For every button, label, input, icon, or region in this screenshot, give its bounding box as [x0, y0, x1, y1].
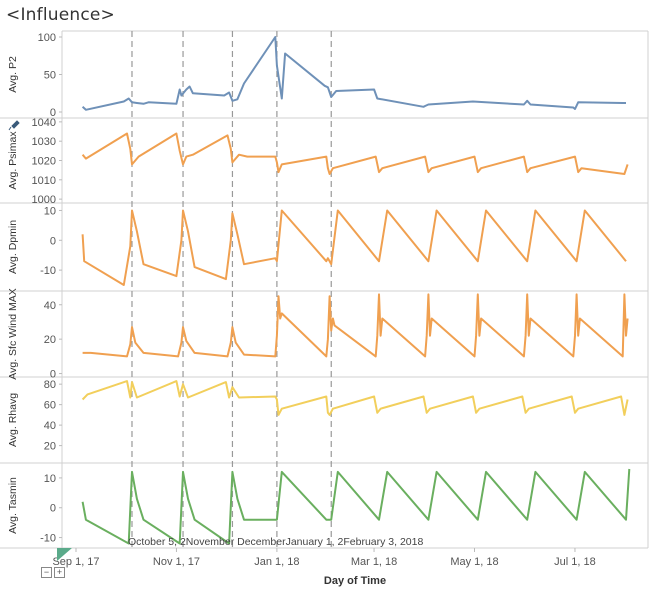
- y-tick-label: 1040: [32, 117, 56, 129]
- series-line: [81, 132, 629, 175]
- x-tick-label: Jan 1, 18: [254, 556, 299, 568]
- chart-title: <Influence>: [6, 5, 115, 25]
- series-line: [82, 293, 629, 358]
- panel-6: Avg. Tasmin -10 0 10: [7, 468, 631, 545]
- y-tick-label: 1020: [32, 156, 56, 168]
- x-tick-label: Nov 1, 17: [153, 556, 200, 568]
- x-tick-label: May 1, 18: [450, 556, 498, 568]
- x-tick-label: Mar 1, 18: [351, 556, 397, 568]
- y-tick-label: 20: [44, 441, 56, 453]
- panel-4: Avg. Sfc Wind MAX 0 20 40: [7, 288, 629, 381]
- y-axis-label: Avg. Sfc Wind MAX: [7, 288, 19, 379]
- y-axis-label: Avg. Dpmin: [7, 220, 19, 274]
- y-tick-label: 0: [50, 369, 56, 381]
- series-line: [81, 209, 627, 286]
- reference-line-labels: October 5, 2November DecemberJanuary 1, …: [128, 536, 423, 548]
- y-tick-label: 40: [44, 420, 56, 432]
- y-tick-label: 10: [44, 473, 56, 485]
- series-line: [81, 380, 629, 416]
- series-line: [81, 36, 626, 111]
- y-tick-label: 80: [44, 379, 56, 391]
- y-tick-label: 40: [44, 300, 56, 312]
- y-axis-label: Avg. Psimax: [7, 131, 19, 190]
- panel-3: Avg. Dpmin -10 0 10: [7, 205, 627, 286]
- panel-1: Avg. P2 0 50 100: [7, 32, 626, 119]
- y-axis-label: Avg. P2: [7, 56, 19, 93]
- y-tick-label: 50: [44, 70, 56, 82]
- panel-2: Avg. Psimax 1000 1010 1020 1030 1040: [7, 117, 629, 206]
- y-tick-label: 10: [44, 205, 56, 217]
- collapse-button[interactable]: −: [41, 567, 52, 578]
- y-tick-label: 1010: [32, 175, 56, 187]
- series-line: [81, 468, 631, 545]
- y-tick-label: -10: [40, 265, 56, 277]
- y-tick-label: 1000: [32, 194, 56, 206]
- x-tick-label: Jul 1, 18: [554, 556, 596, 568]
- y-tick-label: 1030: [32, 136, 56, 148]
- y-tick-label: 60: [44, 400, 56, 412]
- x-tick-label: Sep 1, 17: [52, 556, 99, 568]
- expand-button[interactable]: +: [54, 567, 65, 578]
- y-tick-label: 0: [50, 107, 56, 119]
- pin-icon: [8, 120, 20, 131]
- y-tick-label: 20: [44, 334, 56, 346]
- y-tick-label: -10: [40, 533, 56, 545]
- y-tick-label: 100: [38, 32, 56, 44]
- scroll-marker-icon: [57, 548, 72, 561]
- x-axis-title: Day of Time: [324, 575, 386, 587]
- x-axis: Sep 1, 17 Nov 1, 17 Jan 1, 18 Mar 1, 18 May …: [52, 548, 596, 587]
- y-axis-label: Avg. Rhavg: [7, 393, 19, 447]
- y-tick-label: 0: [50, 235, 56, 247]
- panel-5: Avg. Rhavg 20 40 60 80: [7, 379, 629, 453]
- y-tick-label: 0: [50, 503, 56, 515]
- y-axis-label: Avg. Tasmin: [7, 477, 19, 534]
